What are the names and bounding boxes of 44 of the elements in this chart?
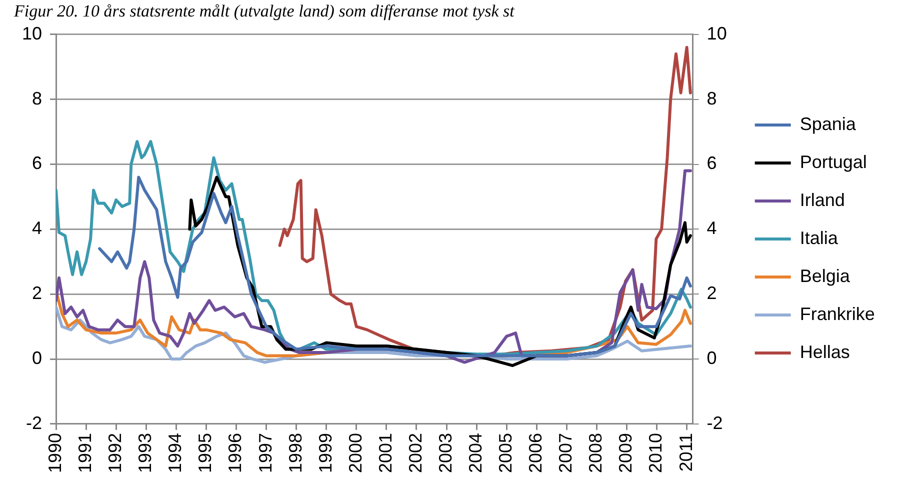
x-tick-label: 1994 bbox=[165, 432, 186, 474]
x-tick-label: 1990 bbox=[44, 432, 65, 474]
x-tick-label: 2010 bbox=[646, 432, 666, 474]
x-tick-label: 2000 bbox=[345, 432, 366, 474]
legend-label: Italia bbox=[800, 228, 839, 248]
legend-label: Irland bbox=[800, 190, 845, 210]
legend-label: Belgia bbox=[800, 266, 851, 286]
y-tick-label: 4 bbox=[706, 218, 717, 238]
x-tick-label: 1993 bbox=[135, 432, 156, 474]
legend-label: Frankrike bbox=[800, 304, 875, 324]
x-tick-label: 1996 bbox=[225, 432, 246, 474]
y-tick-label: -2 bbox=[706, 412, 723, 433]
x-tick-label: 1991 bbox=[75, 432, 96, 474]
x-tick-label: 1995 bbox=[195, 432, 216, 474]
x-tick-label: 2011 bbox=[676, 432, 696, 472]
y2-tick-label: 2 bbox=[32, 283, 42, 304]
x-tick-label: 2001 bbox=[375, 432, 396, 474]
x-tick-label: 2003 bbox=[435, 432, 456, 474]
y-tick-label: 0 bbox=[706, 348, 717, 368]
y-tick-label: 10 bbox=[706, 23, 727, 44]
x-tick-label: 2002 bbox=[405, 432, 426, 474]
legend-label: Portugal bbox=[800, 152, 867, 172]
legend-label: Hellas bbox=[800, 342, 850, 362]
chart-title: Figur 20. 10 års statsrente målt (utvalgte land) som differanse mot tysk st bbox=[13, 2, 516, 21]
x-tick-label: 1998 bbox=[285, 432, 306, 474]
y2-tick-label: 4 bbox=[32, 218, 42, 238]
y-tick-label: 6 bbox=[706, 153, 717, 174]
x-tick-label: 2007 bbox=[556, 432, 576, 474]
y2-tick-label: 10 bbox=[22, 23, 42, 44]
y2-tick-label: 8 bbox=[32, 88, 42, 108]
x-tick-label: 2008 bbox=[586, 432, 606, 474]
x-tick-label: 1992 bbox=[105, 432, 126, 474]
x-tick-label: 2004 bbox=[466, 432, 486, 474]
y2-tick-label: -2 bbox=[26, 412, 42, 433]
y-tick-label: 2 bbox=[706, 283, 717, 304]
x-tick-label: 2006 bbox=[526, 432, 546, 474]
y2-tick-label: 6 bbox=[32, 153, 42, 174]
x-tick-label: 1997 bbox=[255, 432, 276, 474]
y2-tick-label: 0 bbox=[32, 348, 42, 368]
x-tick-label: 2009 bbox=[616, 432, 636, 474]
x-tick-label: 1999 bbox=[315, 432, 336, 474]
x-tick-label: 2005 bbox=[496, 432, 516, 474]
legend-label: Spania bbox=[800, 114, 857, 134]
y-tick-label: 8 bbox=[706, 88, 717, 108]
